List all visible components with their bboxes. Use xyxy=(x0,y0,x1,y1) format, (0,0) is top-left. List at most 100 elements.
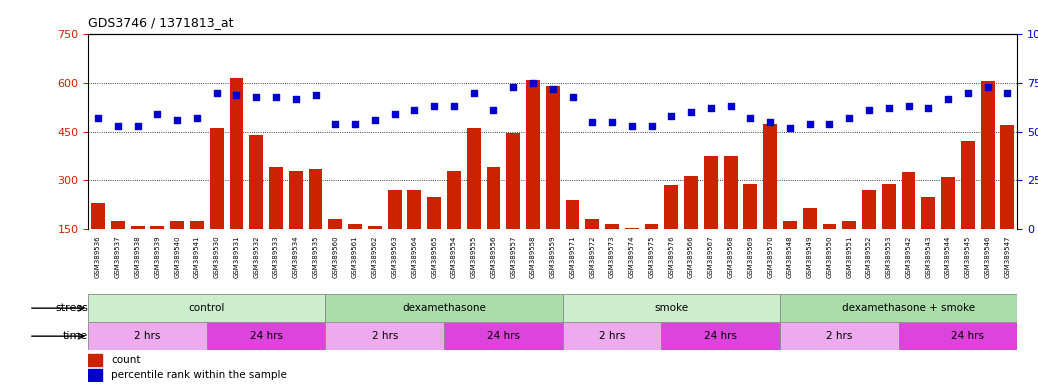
Point xyxy=(347,121,363,127)
Point xyxy=(465,89,482,96)
Point xyxy=(959,89,976,96)
Text: 2 hrs: 2 hrs xyxy=(134,331,161,341)
Bar xyxy=(88,354,102,366)
Bar xyxy=(88,322,207,350)
Bar xyxy=(563,294,780,322)
Bar xyxy=(882,184,896,278)
Bar xyxy=(387,190,402,278)
Bar xyxy=(1001,125,1014,278)
Bar xyxy=(783,221,797,278)
Bar xyxy=(605,224,619,278)
Bar xyxy=(408,190,421,278)
Bar xyxy=(780,294,1037,322)
Bar xyxy=(780,322,899,350)
Point xyxy=(880,105,897,111)
Bar xyxy=(326,294,563,322)
Point xyxy=(604,119,621,125)
Bar xyxy=(661,322,780,350)
Point xyxy=(722,103,739,109)
Point xyxy=(644,123,660,129)
Point xyxy=(939,96,956,102)
Bar xyxy=(88,294,326,322)
Bar xyxy=(842,221,856,278)
Bar xyxy=(91,203,105,278)
Point xyxy=(248,93,265,99)
Point xyxy=(742,115,759,121)
Text: control: control xyxy=(189,303,225,313)
Bar xyxy=(308,169,323,278)
Point xyxy=(683,109,700,115)
Text: 2 hrs: 2 hrs xyxy=(826,331,852,341)
Point xyxy=(426,103,442,109)
Bar xyxy=(111,221,125,278)
Point xyxy=(228,91,245,98)
Bar xyxy=(563,322,661,350)
Point xyxy=(861,107,877,113)
Bar xyxy=(289,170,303,278)
Bar xyxy=(684,175,698,278)
Bar xyxy=(723,156,738,278)
Point xyxy=(920,105,936,111)
Bar xyxy=(625,228,638,278)
Point xyxy=(445,103,462,109)
Bar xyxy=(207,322,326,350)
Point xyxy=(288,96,304,102)
Bar xyxy=(902,172,916,278)
Bar xyxy=(367,226,382,278)
Bar xyxy=(170,221,184,278)
Point xyxy=(504,84,521,90)
Bar xyxy=(151,226,164,278)
Text: 24 hrs: 24 hrs xyxy=(487,331,520,341)
Text: dexamethasone: dexamethasone xyxy=(402,303,486,313)
Text: 24 hrs: 24 hrs xyxy=(951,331,984,341)
Point xyxy=(209,89,225,96)
Bar xyxy=(88,369,102,381)
Point xyxy=(584,119,601,125)
Text: percentile rank within the sample: percentile rank within the sample xyxy=(111,369,288,379)
Point xyxy=(703,105,719,111)
Bar xyxy=(328,219,343,278)
Point xyxy=(544,86,561,92)
Point xyxy=(149,111,166,117)
Bar xyxy=(229,78,243,278)
Text: 2 hrs: 2 hrs xyxy=(599,331,625,341)
Bar xyxy=(428,197,441,278)
Point xyxy=(169,117,186,123)
Point xyxy=(782,125,798,131)
Point xyxy=(189,115,206,121)
Point xyxy=(565,93,581,99)
Bar xyxy=(941,177,955,278)
Point xyxy=(386,111,403,117)
Text: smoke: smoke xyxy=(654,303,688,313)
Point xyxy=(841,115,857,121)
Text: stress: stress xyxy=(55,303,88,313)
Bar xyxy=(566,200,579,278)
Text: time: time xyxy=(63,331,88,341)
Text: 2 hrs: 2 hrs xyxy=(372,331,398,341)
Point xyxy=(663,113,680,119)
Point xyxy=(979,84,995,90)
Bar xyxy=(131,226,144,278)
Point xyxy=(130,123,146,129)
Point xyxy=(406,107,422,113)
Text: count: count xyxy=(111,354,141,364)
Bar xyxy=(348,224,362,278)
Point xyxy=(624,123,640,129)
Bar xyxy=(210,128,223,278)
Bar xyxy=(467,128,481,278)
Point xyxy=(999,89,1015,96)
Point xyxy=(762,119,778,125)
Bar xyxy=(269,167,283,278)
Point xyxy=(524,80,541,86)
Bar xyxy=(743,184,758,278)
Bar xyxy=(526,79,540,278)
Point xyxy=(366,117,383,123)
Point xyxy=(268,93,284,99)
Bar xyxy=(961,141,975,278)
Point xyxy=(90,115,107,121)
Bar xyxy=(249,135,264,278)
Point xyxy=(327,121,344,127)
Point xyxy=(307,91,324,98)
Bar xyxy=(899,322,1037,350)
Bar xyxy=(922,197,935,278)
